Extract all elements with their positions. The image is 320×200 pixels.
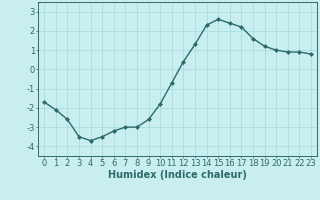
X-axis label: Humidex (Indice chaleur): Humidex (Indice chaleur) (108, 170, 247, 180)
